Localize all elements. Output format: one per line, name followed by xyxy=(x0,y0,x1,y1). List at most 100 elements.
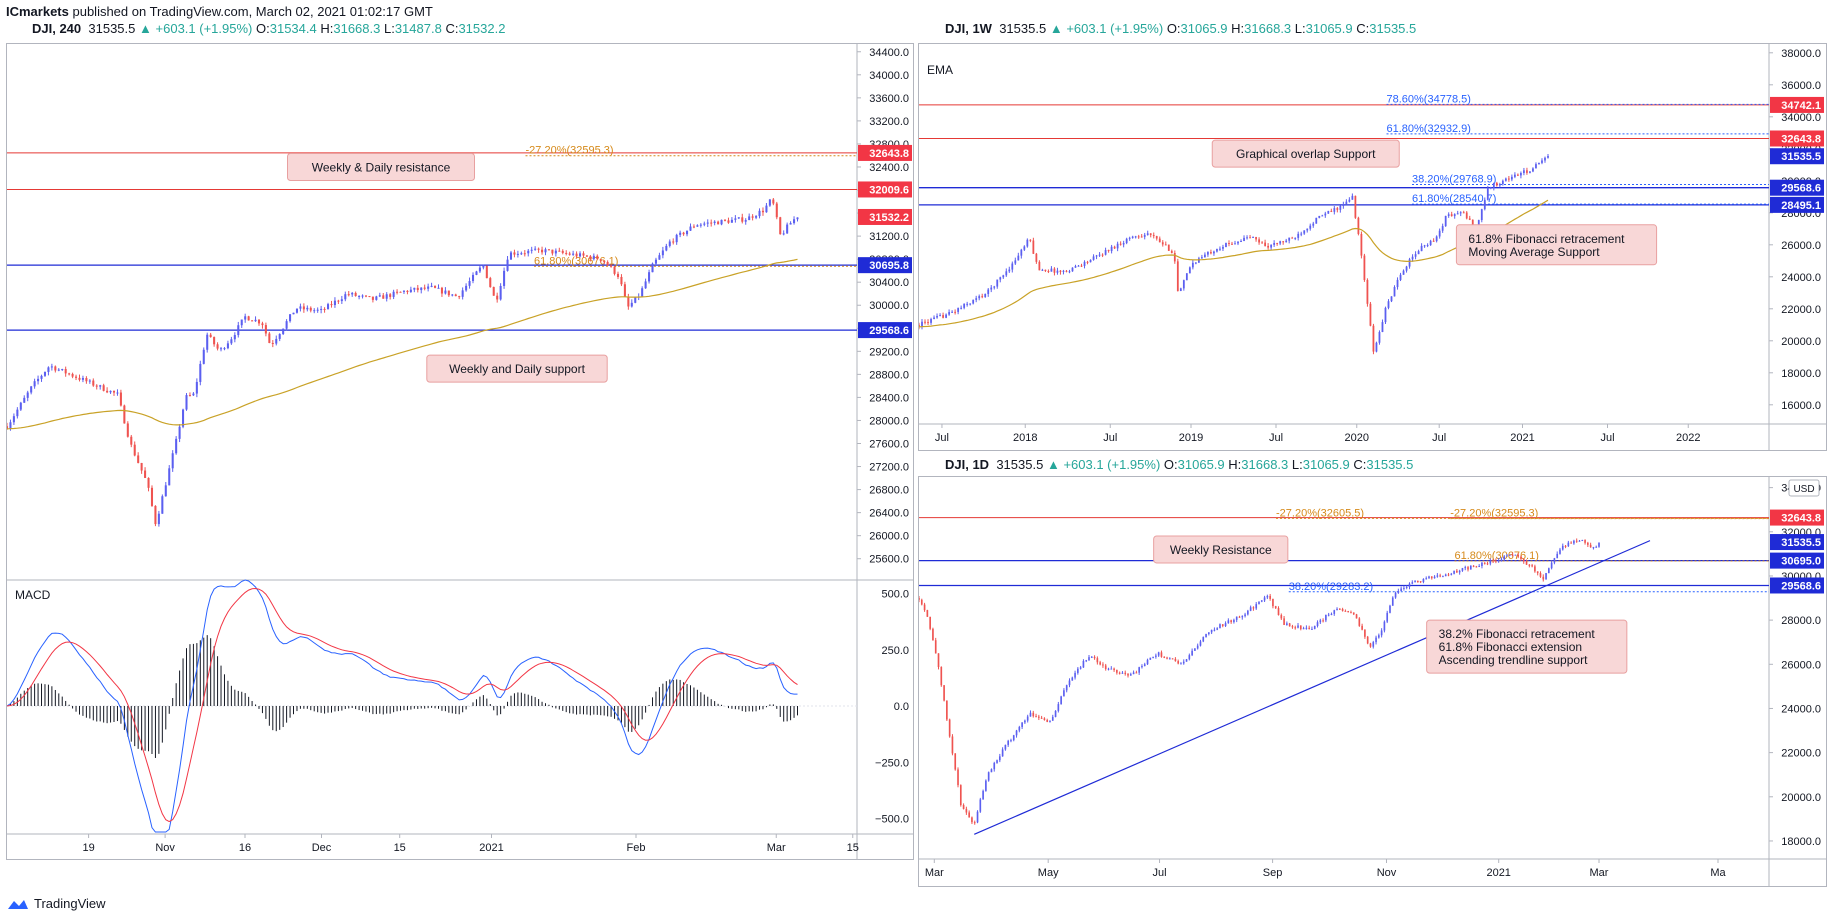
candle xyxy=(347,294,350,296)
candle xyxy=(1060,696,1062,705)
candle xyxy=(1531,565,1533,567)
candle xyxy=(1098,254,1101,256)
candle xyxy=(713,221,716,224)
candle xyxy=(1396,279,1399,288)
y-tick-label: 30000.0 xyxy=(869,300,909,312)
chart-4h-svg: 34400.034000.033600.033200.032800.032400… xyxy=(7,44,913,859)
candle xyxy=(1438,230,1441,237)
candle xyxy=(1235,616,1238,620)
candle xyxy=(1480,209,1483,221)
candle xyxy=(1065,270,1068,272)
candle xyxy=(496,295,499,300)
candle xyxy=(1380,630,1383,636)
candle xyxy=(1442,576,1444,578)
candle xyxy=(1517,554,1520,557)
candle xyxy=(1035,253,1038,262)
y-tick-label: 28800.0 xyxy=(869,369,909,381)
candle xyxy=(939,315,941,317)
candle xyxy=(1188,655,1191,660)
candle xyxy=(461,290,464,297)
y-tick-label: 20000.0 xyxy=(1781,792,1821,804)
candle xyxy=(1118,672,1121,674)
chart-panel-daily[interactable]: 34000.032000.030000.028000.026000.024000… xyxy=(918,476,1827,887)
candle xyxy=(1444,215,1447,227)
candle xyxy=(219,348,223,350)
level-tag-label: 29568.6 xyxy=(1781,580,1821,592)
last-price: 31535.5 xyxy=(999,21,1047,36)
candle xyxy=(963,303,966,308)
candle xyxy=(1168,658,1171,660)
candle xyxy=(592,255,595,260)
candle xyxy=(1417,581,1419,583)
candle xyxy=(1018,726,1021,731)
candle xyxy=(168,468,171,486)
candle xyxy=(278,334,281,339)
candle xyxy=(351,292,354,295)
candle xyxy=(327,304,330,310)
candle xyxy=(1408,259,1411,267)
candle xyxy=(1453,570,1455,574)
candle xyxy=(990,287,993,290)
low-label: L: xyxy=(383,21,395,36)
macd-label: MACD xyxy=(15,588,51,602)
candle xyxy=(389,294,392,297)
candle xyxy=(679,232,682,235)
ema-line xyxy=(7,258,798,430)
candle xyxy=(1291,626,1294,628)
candle xyxy=(1550,562,1553,569)
candle xyxy=(933,317,935,320)
candle xyxy=(209,334,212,338)
candle xyxy=(1129,674,1132,676)
candle xyxy=(1306,228,1309,231)
candle xyxy=(1532,168,1534,172)
candle xyxy=(937,653,940,667)
x-tick-label: 2020 xyxy=(1345,432,1369,444)
annotation-text: Ascending trendline support xyxy=(1439,653,1588,667)
candle xyxy=(1149,233,1152,235)
candle xyxy=(1375,637,1377,643)
candle xyxy=(368,296,371,298)
candle xyxy=(998,756,1001,761)
candle xyxy=(1107,668,1110,670)
chart-panel-weekly[interactable]: 38000.036000.034000.032000.030000.028000… xyxy=(918,43,1827,451)
y-tick-label: 26000.0 xyxy=(869,531,909,543)
x-tick-label: Jul xyxy=(1153,867,1167,879)
close-value: 31535.5 xyxy=(1369,21,1417,36)
candle xyxy=(19,402,22,410)
candle xyxy=(954,311,957,313)
candle xyxy=(454,294,457,297)
candle xyxy=(654,259,658,264)
candle xyxy=(578,253,582,257)
candle xyxy=(237,325,240,336)
candle xyxy=(936,315,938,318)
x-tick-label: Jul xyxy=(1269,432,1283,444)
candle xyxy=(1051,716,1054,721)
low-value: 31065.9 xyxy=(1302,457,1350,472)
price-tag-label: 31535.5 xyxy=(1781,151,1821,163)
tradingview-logo[interactable]: TradingView xyxy=(6,896,106,911)
level-tag xyxy=(1770,179,1824,196)
candle xyxy=(1258,239,1260,243)
chart-panel-4h[interactable]: 34400.034000.033600.033200.032800.032400… xyxy=(6,43,914,860)
candle xyxy=(1336,208,1339,210)
open-value: 31534.4 xyxy=(269,21,317,36)
candle xyxy=(292,312,295,315)
candle xyxy=(37,378,40,382)
candle xyxy=(320,308,323,310)
candle xyxy=(1191,650,1193,656)
candle xyxy=(1354,195,1357,218)
candle xyxy=(513,252,516,255)
candle xyxy=(64,369,67,374)
candle xyxy=(1141,666,1143,668)
publish-info: published on TradingView.com, March 02, … xyxy=(68,4,433,19)
candle xyxy=(1054,710,1057,717)
candle xyxy=(1483,199,1486,210)
candle xyxy=(1056,270,1059,273)
candle xyxy=(1547,156,1549,158)
candle xyxy=(323,308,326,310)
price-tag-label: 31532.2 xyxy=(869,212,909,224)
x-tick-label: Mar xyxy=(1590,867,1609,879)
candle xyxy=(1327,210,1330,214)
candle xyxy=(50,366,53,368)
candle xyxy=(741,217,744,222)
